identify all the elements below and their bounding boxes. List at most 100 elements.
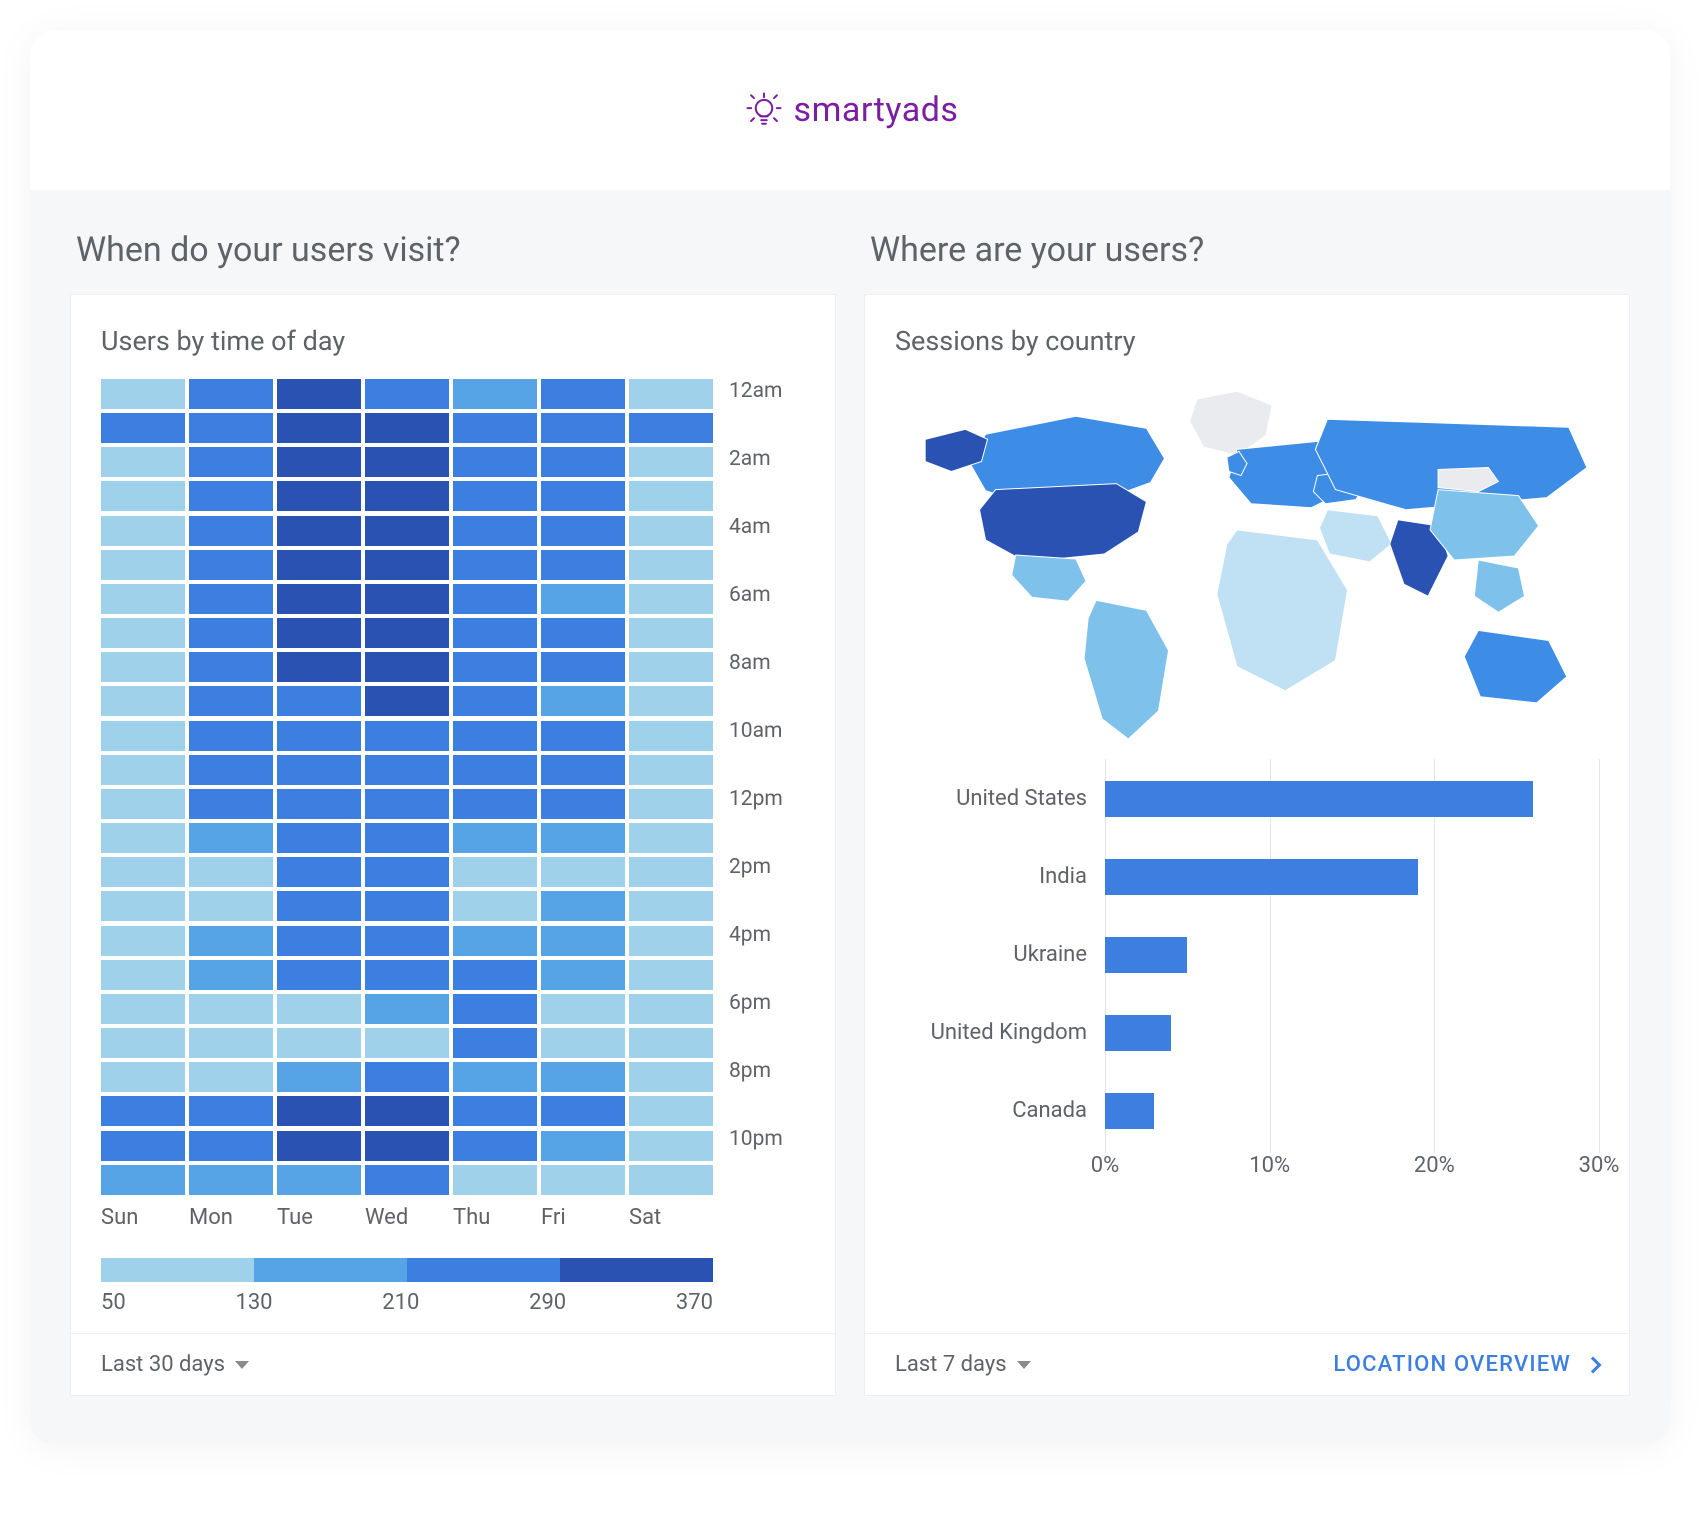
heatmap-cell — [277, 1165, 361, 1195]
heatmap-grid — [101, 379, 713, 1195]
heatmap-cell — [101, 1096, 185, 1126]
heatmap-cell — [101, 652, 185, 682]
bar-fill — [1105, 937, 1187, 973]
heatmap-cell — [189, 755, 273, 785]
heatmap-day-label: Thu — [453, 1205, 537, 1230]
heatmap-cell — [189, 1165, 273, 1195]
heatmap-legend: 50130210290370 — [101, 1258, 713, 1315]
heatmap-cell — [629, 755, 713, 785]
heatmap-cell — [101, 823, 185, 853]
heatmap-cell — [453, 516, 537, 546]
heatmap-cell — [365, 857, 449, 887]
heatmap-hour-label: 4pm — [729, 923, 805, 991]
map-region-usa — [979, 484, 1146, 562]
legend-tick: 50 — [101, 1290, 126, 1315]
left-section-title: When do your users visit? — [76, 230, 836, 270]
heatmap-cell — [365, 516, 449, 546]
heatmap-cell — [453, 1028, 537, 1058]
heatmap-cell — [101, 857, 185, 887]
heatmap-cell — [365, 755, 449, 785]
heatmap-cell — [189, 584, 273, 614]
heatmap-cell — [101, 379, 185, 409]
heatmap-hour-label: 8am — [729, 651, 805, 719]
map-region-mexico — [1012, 555, 1086, 601]
heatmap-cell — [629, 1096, 713, 1126]
heatmap-cell — [541, 891, 625, 921]
heatmap-hour-label: 12pm — [729, 787, 805, 855]
heatmap-cell — [541, 447, 625, 477]
heatmap-cell — [541, 755, 625, 785]
legend-segment — [407, 1258, 560, 1282]
heatmap-cell — [365, 823, 449, 853]
heatmap-cell — [101, 960, 185, 990]
chevron-right-icon — [1585, 1356, 1602, 1373]
heatmap-cell — [453, 379, 537, 409]
heatmap-cell — [629, 1062, 713, 1092]
heatmap-cell — [189, 994, 273, 1024]
location-overview-link[interactable]: LOCATION OVERVIEW — [1333, 1352, 1599, 1377]
heatmap-cell — [541, 960, 625, 990]
heatmap-cell — [453, 1131, 537, 1161]
bar-row: India — [895, 837, 1599, 915]
heatmap-cell — [453, 1096, 537, 1126]
heatmap-cell — [101, 481, 185, 511]
panels: When do your users visit? Users by time … — [30, 190, 1670, 1444]
heatmap-hour-label: 6am — [729, 583, 805, 651]
heatmap-cell — [629, 960, 713, 990]
heatmap-cell — [629, 379, 713, 409]
heatmap-cell — [365, 379, 449, 409]
heatmap-cell — [453, 413, 537, 443]
heatmap-cell — [365, 447, 449, 477]
heatmap-cell — [453, 618, 537, 648]
heatmap-cell — [277, 1096, 361, 1126]
lightbulb-icon — [742, 88, 786, 132]
bar-x-tick: 0% — [1091, 1153, 1119, 1178]
heatmap-hour-labels: 12am2am4am6am8am10am12pm2pm4pm6pm8pm10pm — [729, 379, 805, 1195]
bar-x-tick: 10% — [1249, 1153, 1290, 1178]
heatmap-cell — [453, 652, 537, 682]
bar-x-tick: 20% — [1414, 1153, 1455, 1178]
heatmap-cell — [189, 447, 273, 477]
heatmap-cell — [101, 1062, 185, 1092]
country-range-select[interactable]: Last 7 days — [895, 1352, 1031, 1377]
heatmap-cell — [365, 891, 449, 921]
bar-label: United Kingdom — [895, 1020, 1105, 1045]
heatmap-cell — [365, 1165, 449, 1195]
bar-row: Ukraine — [895, 915, 1599, 993]
heatmap-hour-label: 4am — [729, 515, 805, 583]
heatmap-cell — [101, 550, 185, 580]
heatmap-cell — [541, 1131, 625, 1161]
legend-segment — [560, 1258, 713, 1282]
heatmap-cell — [277, 652, 361, 682]
bar-label: Ukraine — [895, 942, 1105, 967]
bar-fill — [1105, 781, 1533, 817]
heatmap-cell — [101, 618, 185, 648]
heatmap-cell — [189, 1131, 273, 1161]
heatmap-cell — [453, 994, 537, 1024]
time-range-label: Last 30 days — [101, 1352, 225, 1377]
time-range-select[interactable]: Last 30 days — [101, 1352, 249, 1377]
bar-fill — [1105, 1093, 1154, 1129]
heatmap-cell — [365, 926, 449, 956]
heatmap-cell — [541, 618, 625, 648]
heatmap-cell — [277, 550, 361, 580]
heatmap-cell — [629, 652, 713, 682]
heatmap-cell — [277, 516, 361, 546]
heatmap-cell — [277, 1062, 361, 1092]
heatmap-cell — [101, 789, 185, 819]
heatmap-cell — [629, 857, 713, 887]
map-region-australia — [1464, 630, 1567, 702]
heatmap-cell — [629, 481, 713, 511]
heatmap-cell — [189, 789, 273, 819]
heatmap-cell — [189, 652, 273, 682]
time-of-day-card: Users by time of day 12am2am4am6am8am10a… — [70, 294, 836, 1396]
heatmap-cell — [101, 994, 185, 1024]
map-region-mideast — [1319, 510, 1391, 562]
heatmap-cell — [277, 721, 361, 751]
heatmap-cell — [453, 686, 537, 716]
heatmap-cell — [365, 1131, 449, 1161]
left-column: When do your users visit? Users by time … — [70, 226, 836, 1396]
heatmap-cell — [277, 379, 361, 409]
heatmap-cell — [189, 516, 273, 546]
heatmap-cell — [541, 1096, 625, 1126]
